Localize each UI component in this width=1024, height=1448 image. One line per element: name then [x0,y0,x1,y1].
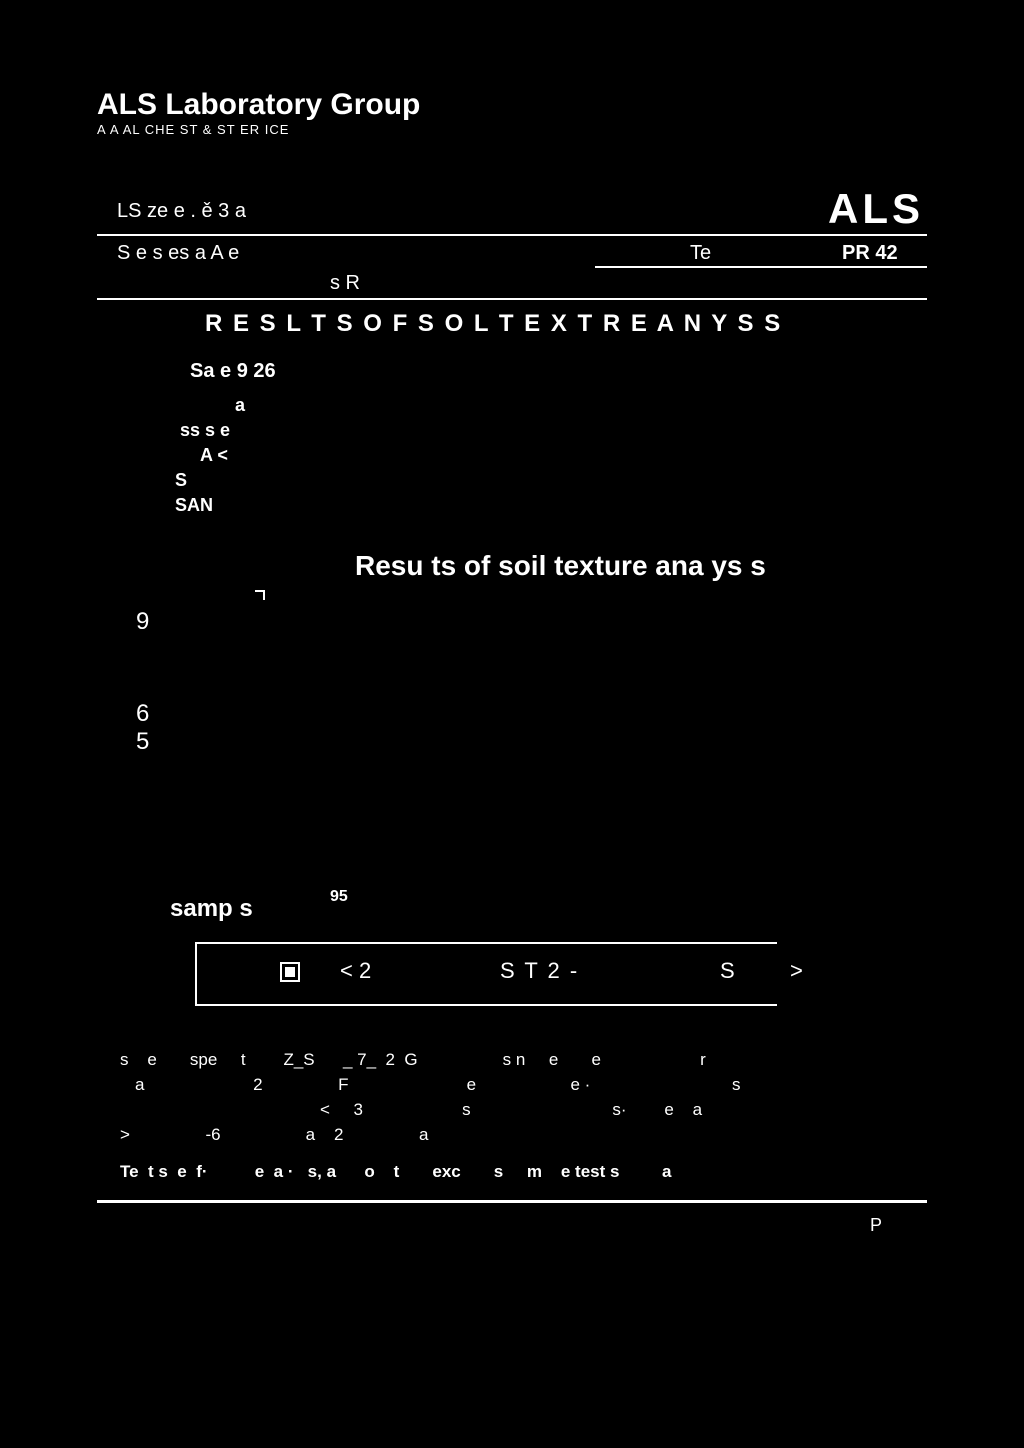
footer-line4: > -6 a 2 a [120,1125,428,1145]
page-indicator: P [870,1215,882,1236]
rule-bottom [97,1200,927,1203]
footer-line2: a 2 F e e · s [135,1075,741,1095]
info-row2-pr42: PR 42 [842,242,898,265]
rule-mid [97,298,927,300]
page: ALS Laboratory Group A A AL CHE ST & ST … [0,0,1024,1448]
footer-line5: Te t s e f· e a · s, a o t exc s m e tes… [120,1162,671,1182]
col-sss-e: ss s e [180,420,230,441]
samp-label: samp s [170,895,253,923]
legend-marker-icon [280,962,300,982]
chart-title: Resu ts of soil texture ana ys s [355,550,766,582]
sample-line: Sa e 9 26 [190,360,276,383]
rule-te-underline [595,266,927,268]
info-row2-left: S e s es a A e [117,242,239,265]
chart-tick-mark [255,590,265,600]
y-axis-9: 9 [136,608,149,636]
info-row2-te: Te [690,242,711,265]
legend-s: S [720,958,735,984]
company-title: ALS Laboratory Group [97,88,420,122]
info-row3: s R [330,272,360,295]
section-title: R E S L T S O F S O L T E X T R E A N Y … [205,310,782,338]
y-axis-5: 5 [136,728,149,756]
col-san: SAN [175,495,213,516]
y-axis-6: 6 [136,700,149,728]
legend-mid: S T 2 - [500,958,579,984]
company-subtitle: A A AL CHE ST & ST ER ICE [97,122,289,137]
info-line1-left: LS ze e . ě 3 a [117,200,246,223]
samp-value: 95 [330,888,348,906]
als-logo-icon: ALS [828,185,924,233]
footer-line1: s e spe t Z_S _ 7_ 2 G s n e e r [120,1050,706,1070]
footer-line3: < 3 s s· e a [320,1100,702,1120]
legend-gt: > [790,958,803,984]
rule-top [97,234,927,236]
col-a: a [235,395,245,416]
legend-lt2: < 2 [340,958,371,984]
col-a-lt: A < [200,445,228,466]
col-s: S [175,470,187,491]
